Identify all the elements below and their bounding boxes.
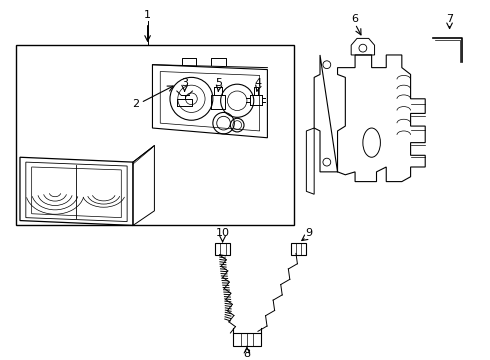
Text: 4: 4: [254, 78, 261, 88]
Bar: [16, 45, 294, 225]
Text: 2: 2: [132, 99, 140, 109]
Text: 1: 1: [144, 10, 151, 20]
Text: 5: 5: [215, 78, 222, 88]
Text: 9: 9: [305, 228, 312, 238]
Bar: [233, 333, 261, 346]
Bar: [215, 243, 230, 255]
Text: 10: 10: [216, 228, 230, 238]
Text: 8: 8: [244, 349, 250, 359]
Bar: [291, 243, 306, 255]
Text: 6: 6: [352, 14, 359, 24]
Text: 7: 7: [446, 14, 453, 24]
Text: 3: 3: [181, 78, 188, 88]
